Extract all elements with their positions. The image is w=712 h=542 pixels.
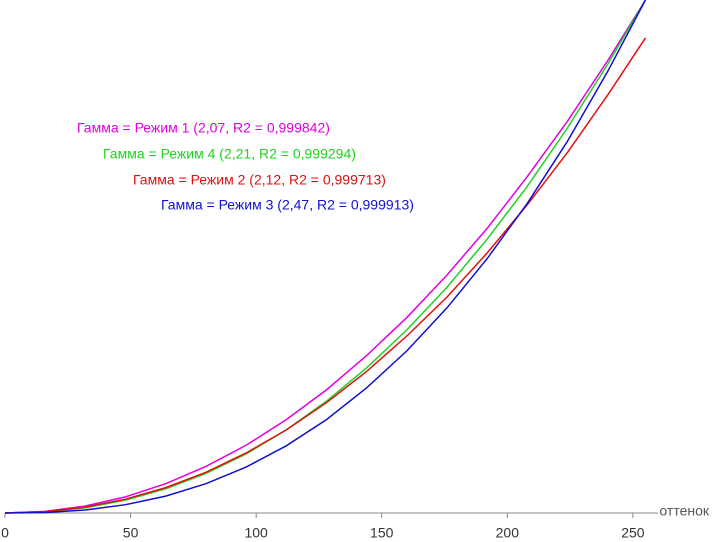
- x-tick-label: 200: [496, 525, 520, 541]
- x-tick-label: 250: [621, 525, 645, 541]
- series-line: [4, 0, 647, 514]
- x-tick-label: 0: [1, 525, 9, 541]
- x-tick-label: 150: [370, 525, 394, 541]
- series-line: [4, 0, 647, 514]
- series-line: [4, 0, 647, 514]
- x-tick-label: 100: [244, 525, 268, 541]
- legend-label: Гамма = Режим 1 (2,07, R2 = 0,999842): [77, 120, 330, 136]
- legend-label: Гамма = Режим 4 (2,21, R2 = 0,999294): [103, 146, 356, 162]
- x-tick-label: 50: [123, 525, 139, 541]
- x-axis-label: оттенок: [659, 503, 709, 519]
- legend-label: Гамма = Режим 2 (2,12, R2 = 0,999713): [133, 172, 386, 188]
- legend-label: Гамма = Режим 3 (2,47, R2 = 0,999913): [161, 197, 414, 213]
- series-line: [4, 37, 647, 514]
